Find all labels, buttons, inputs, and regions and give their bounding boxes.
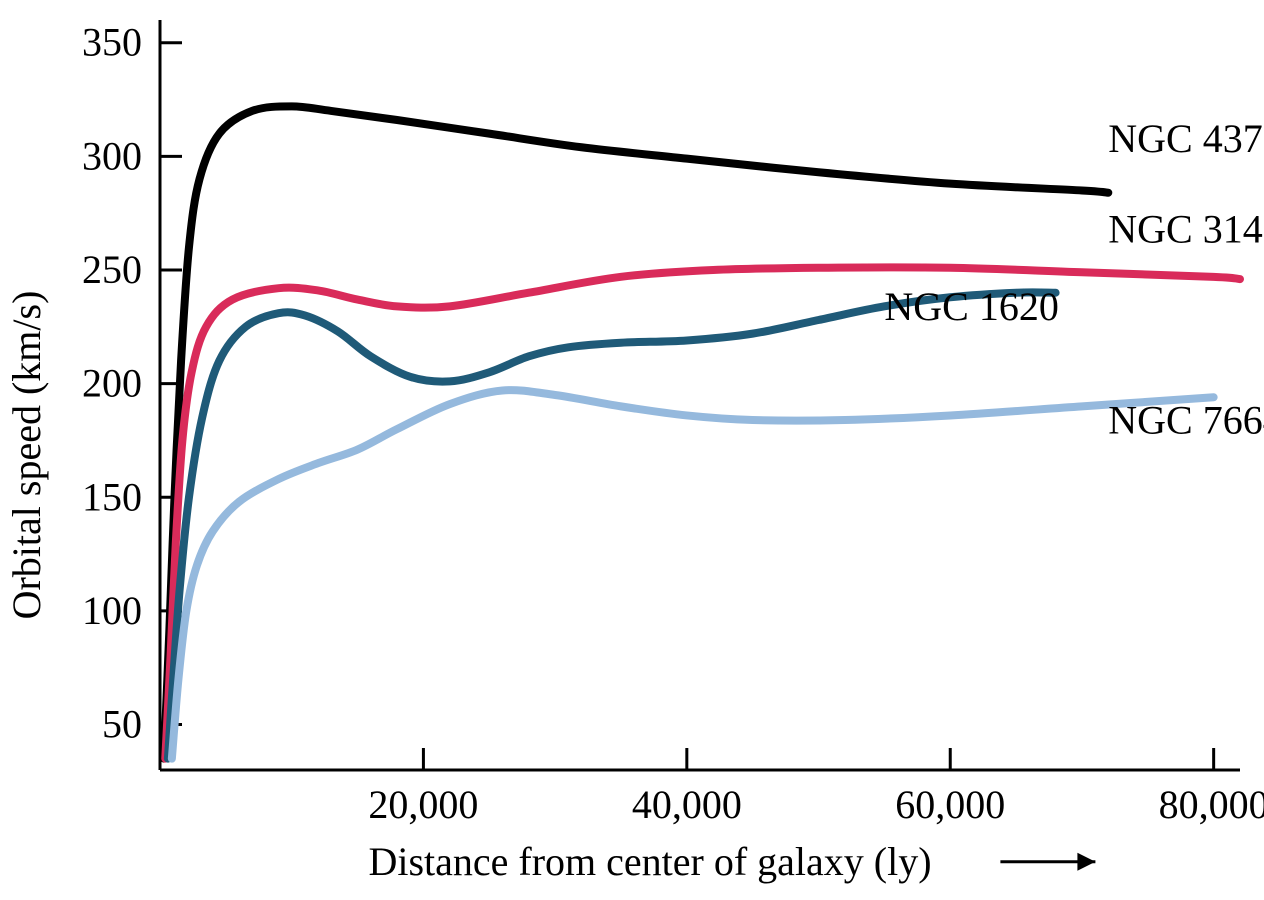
series-label-ngc-1620: NGC 1620 bbox=[884, 284, 1058, 329]
rotation-curve-chart: 20,000 40,000 60,000 80,000 50 100 150 200 250 30… bbox=[0, 0, 1264, 900]
y-tick-label: 300 bbox=[82, 133, 142, 178]
x-tick-label: 80,000 bbox=[1159, 782, 1264, 827]
series-label-ngc-4378: NGC 4378 bbox=[1108, 116, 1264, 161]
y-tick-label: 150 bbox=[82, 474, 142, 519]
series-ngc-4378 bbox=[164, 106, 1108, 758]
y-tick-label: 250 bbox=[82, 247, 142, 292]
x-tick-label: 60,000 bbox=[895, 782, 1005, 827]
series-ngc-7664 bbox=[172, 390, 1214, 759]
y-tick-label: 50 bbox=[102, 702, 142, 747]
series-label-ngc-3145: NGC 3145 bbox=[1108, 207, 1264, 252]
y-tick-label: 200 bbox=[82, 361, 142, 406]
y-tick-label: 350 bbox=[82, 20, 142, 65]
y-tick-label: 100 bbox=[82, 588, 142, 633]
chart-svg: 20,000 40,000 60,000 80,000 50 100 150 200 250 30… bbox=[0, 0, 1264, 900]
series-label-ngc-7664: NGC 7664 bbox=[1108, 398, 1264, 443]
x-tick-label: 20,000 bbox=[368, 782, 478, 827]
x-axis-title: Distance from center of galaxy (ly) bbox=[368, 839, 931, 884]
y-axis-title: Orbital speed (km/s) bbox=[4, 291, 49, 620]
x-tick-label: 40,000 bbox=[632, 782, 742, 827]
x-axis-arrow-head bbox=[1077, 853, 1095, 871]
series-ngc-1620 bbox=[168, 292, 1056, 758]
